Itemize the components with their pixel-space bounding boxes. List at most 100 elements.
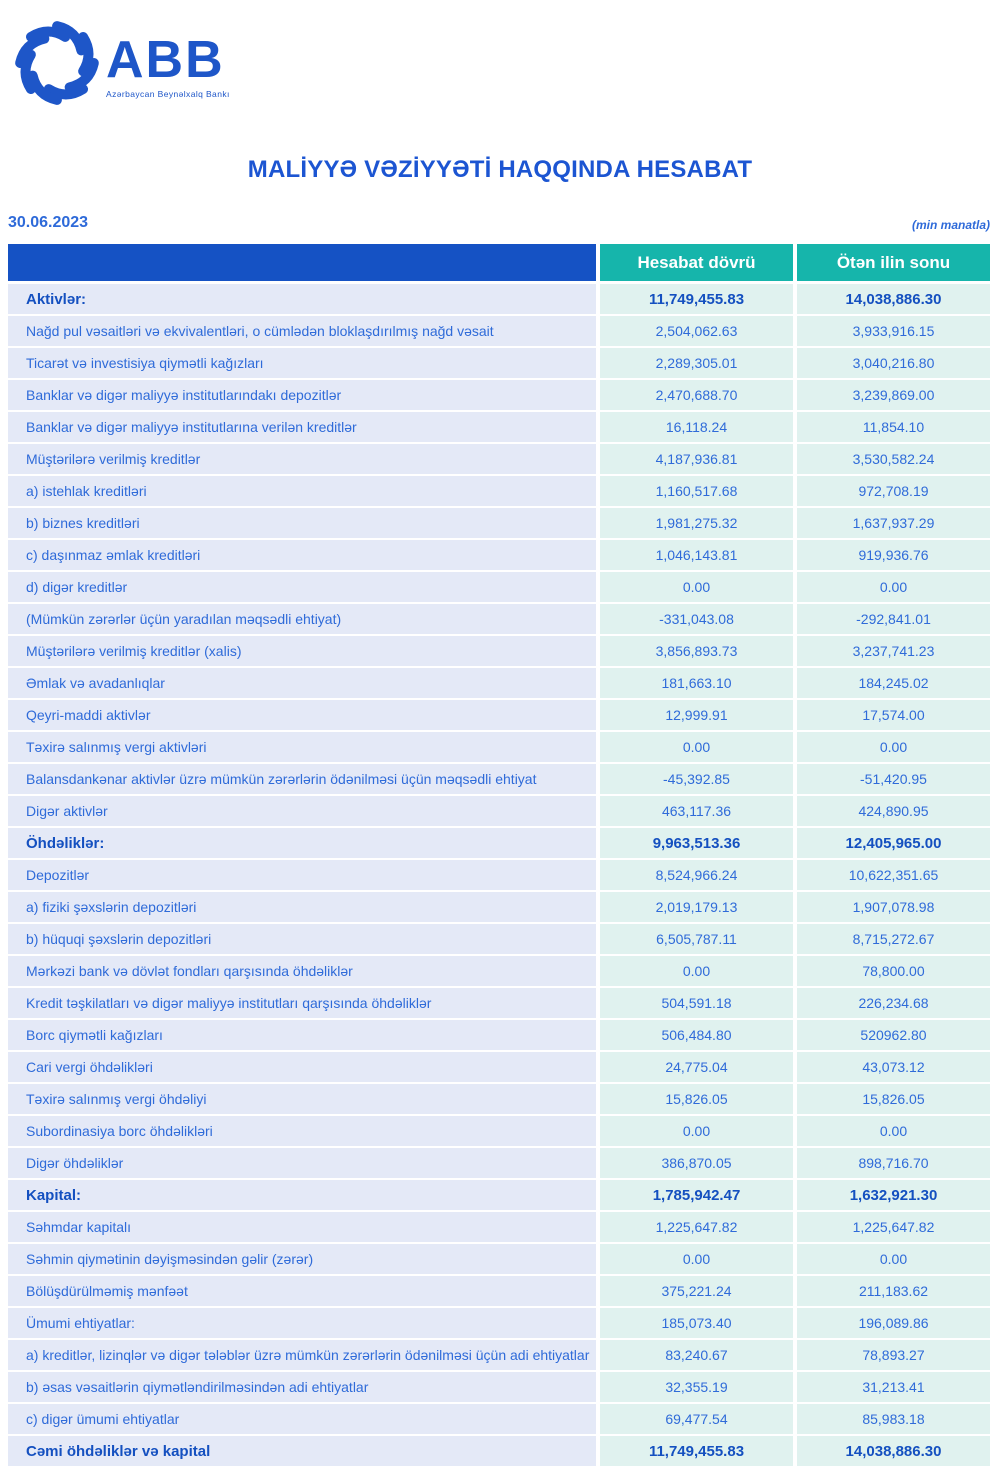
row-value-previous: 226,234.68 — [797, 988, 990, 1018]
row-label: b) hüquqi şəxslərin depozitləri — [8, 924, 596, 954]
row-value-previous: 14,038,886.30 — [797, 284, 990, 314]
row-value-current: 0.00 — [600, 572, 793, 602]
row-value-current: 9,963,513.36 — [600, 828, 793, 858]
row-value-current: 4,187,936.81 — [600, 444, 793, 474]
table-row: Ümumi ehtiyatlar: 185,073.40 196,089.86 — [8, 1308, 990, 1338]
table-row: c) digər ümumi ehtiyatlar 69,477.54 85,983… — [8, 1404, 990, 1434]
row-value-current: 185,073.40 — [600, 1308, 793, 1338]
row-label: Təxirə salınmış vergi öhdəliyi — [8, 1084, 596, 1114]
row-value-previous: 1,225,647.82 — [797, 1212, 990, 1242]
row-value-previous: 0.00 — [797, 572, 990, 602]
row-label: b) əsas vəsaitlərin qiymətləndirilməsind… — [8, 1372, 596, 1402]
row-value-previous: 8,715,272.67 — [797, 924, 990, 954]
table-row: Borc qiymətli kağızları 506,484.80 520962.… — [8, 1020, 990, 1050]
row-label: c) daşınmaz əmlak kreditləri — [8, 540, 596, 570]
row-label: Banklar və digər maliyyə institutlarında… — [8, 380, 596, 410]
column-header-current-period: Hesabat dövrü — [600, 244, 793, 281]
row-value-current: 83,240.67 — [600, 1340, 793, 1370]
logo-text: ABB Azərbaycan Beynəlxalq Bankı — [106, 34, 230, 99]
table-row: a) fiziki şəxslərin depozitləri 2,019,179… — [8, 892, 990, 922]
row-value-current: 12,999.91 — [600, 700, 793, 730]
table-row: d) digər kreditlər 0.00 0.00 — [8, 572, 990, 602]
abb-logo: ABB Azərbaycan Beynəlxalq Bankı — [12, 18, 230, 108]
row-label: Bölüşdürülməmiş mənfəət — [8, 1276, 596, 1306]
row-value-previous: 17,574.00 — [797, 700, 990, 730]
table-row: Əmlak və avadanlıqlar 181,663.10 184,245.0… — [8, 668, 990, 698]
row-label: Müştərilərə verilmiş kreditlər — [8, 444, 596, 474]
row-value-previous: 31,213.41 — [797, 1372, 990, 1402]
row-label: Digər öhdəliklər — [8, 1148, 596, 1178]
table-row: Cari vergi öhdəlikləri 24,775.04 43,073.12 — [8, 1052, 990, 1082]
row-value-previous: 3,237,741.23 — [797, 636, 990, 666]
row-value-previous: 78,800.00 — [797, 956, 990, 986]
table-row: c) daşınmaz əmlak kreditləri 1,046,143.81… — [8, 540, 990, 570]
row-label: Qeyri-maddi aktivlər — [8, 700, 596, 730]
row-value-current: 2,504,062.63 — [600, 316, 793, 346]
row-label: a) kreditlər, lizinqlər və digər tələblə… — [8, 1340, 596, 1370]
table-row: Cəmi öhdəliklər və kapital 11,749,455.83 1… — [8, 1436, 990, 1466]
row-value-current: 11,749,455.83 — [600, 1436, 793, 1466]
table-header-spacer — [8, 244, 596, 281]
row-value-current: 11,749,455.83 — [600, 284, 793, 314]
row-value-previous: 0.00 — [797, 1116, 990, 1146]
logo-wordmark: ABB — [106, 31, 225, 89]
row-value-current: 16,118.24 — [600, 412, 793, 442]
table-row: Subordinasiya borc öhdəlikləri 0.00 0.00 — [8, 1116, 990, 1146]
row-value-current: 0.00 — [600, 1116, 793, 1146]
row-value-current: 2,019,179.13 — [600, 892, 793, 922]
table-row: a) istehlak kreditləri 1,160,517.68 972,70… — [8, 476, 990, 506]
row-value-previous: 184,245.02 — [797, 668, 990, 698]
row-value-previous: 3,040,216.80 — [797, 348, 990, 378]
table-row: Müştərilərə verilmiş kreditlər (xalis) 3,… — [8, 636, 990, 666]
logo-subtitle: Azərbaycan Beynəlxalq Bankı — [106, 89, 230, 99]
row-label: Təxirə salınmış vergi aktivləri — [8, 732, 596, 762]
row-value-previous: 196,089.86 — [797, 1308, 990, 1338]
row-value-previous: 10,622,351.65 — [797, 860, 990, 890]
row-label: Kapital: — [8, 1180, 596, 1210]
column-header-previous-year-end: Ötən ilin sonu — [797, 244, 990, 281]
table-row: Qeyri-maddi aktivlər 12,999.91 17,574.00 — [8, 700, 990, 730]
table-row: b) hüquqi şəxslərin depozitləri 6,505,787… — [8, 924, 990, 954]
row-value-current: -331,043.08 — [600, 604, 793, 634]
table-row: b) əsas vəsaitlərin qiymətləndirilməsind… — [8, 1372, 990, 1402]
row-label: Depozitlər — [8, 860, 596, 890]
table-row: Digər öhdəliklər 386,870.05 898,716.70 — [8, 1148, 990, 1178]
balance-table-body: Aktivlər: 11,749,455.83 14,038,886.30 Nağd … — [8, 284, 990, 1466]
row-value-previous: -292,841.01 — [797, 604, 990, 634]
balance-sheet-table: Hesabat dövrü Ötən ilin sonu Aktivlər: 11… — [8, 244, 990, 1468]
row-value-previous: 0.00 — [797, 1244, 990, 1274]
table-row: Balansdankənar aktivlər üzrə mümkün zərə… — [8, 764, 990, 794]
row-value-previous: 1,637,937.29 — [797, 508, 990, 538]
row-label: (Mümkün zərərlər üçün yaradılan məqsədli… — [8, 604, 596, 634]
table-row: Öhdəliklər: 9,963,513.36 12,405,965.00 — [8, 828, 990, 858]
table-row: Banklar və digər maliyyə institutlarına … — [8, 412, 990, 442]
row-value-current: 375,221.24 — [600, 1276, 793, 1306]
row-value-current: 15,826.05 — [600, 1084, 793, 1114]
row-value-current: 24,775.04 — [600, 1052, 793, 1082]
row-label: Balansdankənar aktivlər üzrə mümkün zərə… — [8, 764, 596, 794]
row-value-previous: 14,038,886.30 — [797, 1436, 990, 1466]
row-label: Banklar və digər maliyyə institutlarına … — [8, 412, 596, 442]
table-row: Səhmdar kapitalı 1,225,647.82 1,225,647.82 — [8, 1212, 990, 1242]
row-value-current: -45,392.85 — [600, 764, 793, 794]
report-meta: 30.06.2023 (min manatla) — [8, 214, 990, 232]
table-row: Müştərilərə verilmiş kreditlər 4,187,936.… — [8, 444, 990, 474]
row-value-previous: 15,826.05 — [797, 1084, 990, 1114]
table-row: b) biznes kreditləri 1,981,275.32 1,637,93… — [8, 508, 990, 538]
row-label: Cari vergi öhdəlikləri — [8, 1052, 596, 1082]
row-label: Ümumi ehtiyatlar: — [8, 1308, 596, 1338]
row-label: Əmlak və avadanlıqlar — [8, 668, 596, 698]
row-value-previous: 1,907,078.98 — [797, 892, 990, 922]
row-value-previous: 3,239,869.00 — [797, 380, 990, 410]
row-value-current: 506,484.80 — [600, 1020, 793, 1050]
row-value-current: 1,981,275.32 — [600, 508, 793, 538]
row-label: Cəmi öhdəliklər və kapital — [8, 1436, 596, 1466]
row-value-previous: 0.00 — [797, 732, 990, 762]
row-label: Müştərilərə verilmiş kreditlər (xalis) — [8, 636, 596, 666]
row-label: a) istehlak kreditləri — [8, 476, 596, 506]
row-label: b) biznes kreditləri — [8, 508, 596, 538]
row-value-current: 0.00 — [600, 1244, 793, 1274]
row-value-previous: 85,983.18 — [797, 1404, 990, 1434]
swirl-pinwheel-icon — [15, 21, 99, 105]
